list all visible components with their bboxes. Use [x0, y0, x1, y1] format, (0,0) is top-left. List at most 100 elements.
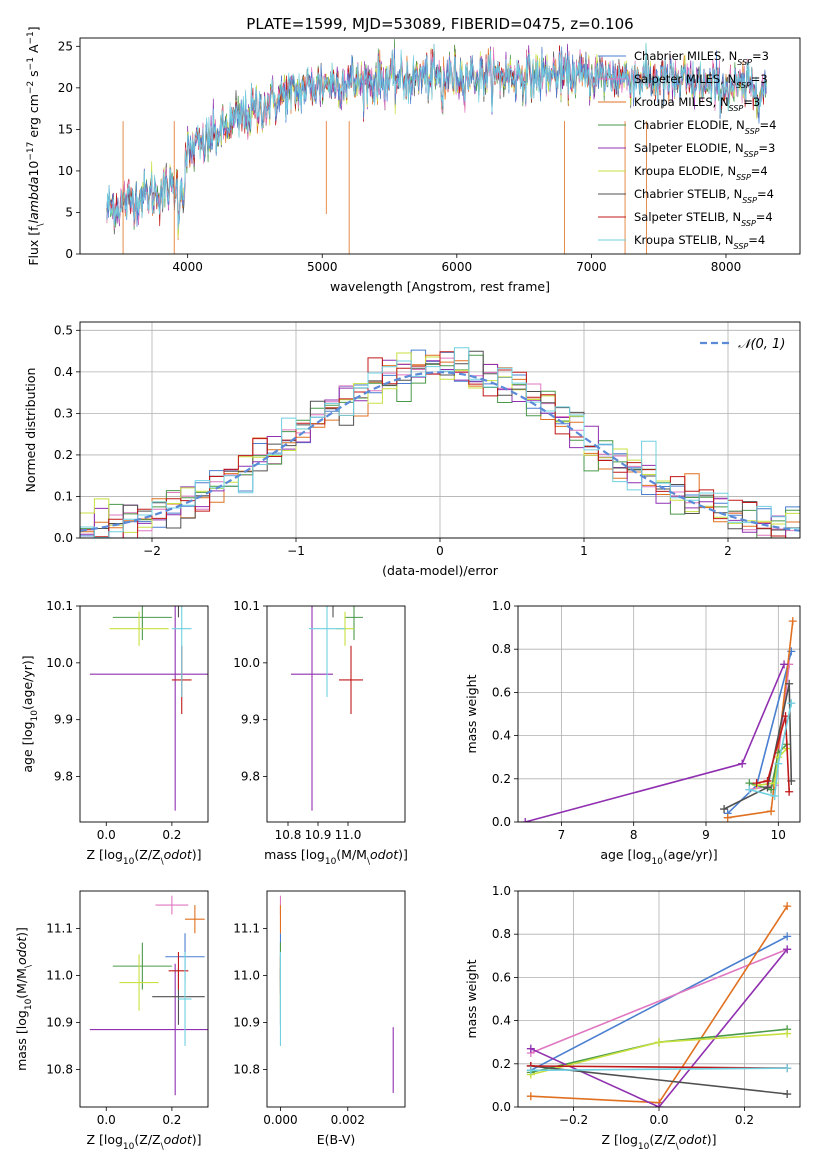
x-tick-label: 7: [558, 828, 566, 842]
axis-ticks: 7 8 9 10 0.0 0.2 0.4 0.6 0.8 1.0: [492, 599, 786, 842]
legend-sub: SSP: [741, 219, 756, 228]
weight-marker-salp_elodie: [521, 818, 530, 822]
errorbar-salp_elodie: [291, 606, 333, 811]
label-part: odot: [370, 847, 399, 862]
label-part: mass [log: [264, 847, 325, 862]
plot-area: [291, 578, 402, 811]
errorbar-krou_stelib: [178, 952, 192, 1046]
x-axis-label: (data-model)/error: [382, 563, 499, 578]
weight-marker-krou_miles: [783, 902, 792, 911]
hist-step-krou_stelib: [80, 347, 800, 538]
y-tick-label: 0.0: [492, 815, 511, 829]
y-tick-label: 10.9: [233, 1015, 260, 1029]
label-part: odot: [14, 936, 29, 965]
weight-line-krou_elodie: [756, 748, 788, 787]
x-tick-label: 2: [724, 544, 732, 558]
label-part: 10: [638, 1142, 650, 1152]
legend-end: =3: [752, 49, 769, 63]
y-tick-label: 11.0: [46, 969, 73, 983]
legend-sub: SSP: [742, 196, 757, 205]
plot-area: [80, 347, 800, 538]
legend-text: Kroupa ELODIE, N: [634, 164, 736, 178]
errorbar-krou_elodie: [109, 611, 169, 646]
legend-text: Chabrier ELODIE, N: [634, 118, 745, 132]
legend-label-krou_elodie: Kroupa ELODIE, NSSP=4: [634, 164, 768, 182]
y-tick-label: 0.1: [54, 489, 73, 503]
y-tick-label: 10.9: [46, 1015, 73, 1029]
mass-vs-ebv-plot: E(B-V) 0.000 0.002 10.8 10.9 11.0 11.1: [233, 890, 406, 1147]
label-part: (data-model)/error: [382, 563, 499, 578]
weight-line-chab_elodie: [749, 743, 788, 791]
legend-label-chab_miles: Chabrier MILES, NSSP=3: [634, 49, 769, 67]
age-vs-mass-plot: mass [log10(M/M\odot)] 10.8 10.9 11.0 9.8 9.9…: [233, 578, 408, 867]
residual-histogram-plot: (data-model)/error Normed distribution 𝒩(0…: [23, 321, 801, 578]
axes-frame: [266, 605, 406, 823]
axis-ticks: 0.0 0.2 10.8 10.9 11.0 11.1: [46, 922, 181, 1127]
weight-marker-salp_stelib: [763, 776, 772, 785]
label-part: age [log: [20, 721, 35, 772]
label-part: −17: [26, 142, 36, 161]
legend-label-chab_stelib: Chabrier STELIB, NSSP=4: [634, 187, 774, 205]
errorbar-krou_stelib: [309, 606, 345, 697]
legend-end: =4: [760, 118, 777, 132]
weight-marker-krou_stelib: [787, 699, 796, 708]
legend-sub: SSP: [736, 173, 751, 182]
weight-marker-krou_miles: [767, 807, 776, 816]
mass-vs-metallicity-plot: Z [log10(Z/Z\odot)]mass [log10(M/M\odot)…: [14, 890, 209, 1152]
plot-area: [106, 38, 767, 254]
x-tick-label: 7000: [576, 260, 607, 274]
plot-area: [279, 895, 394, 1093]
x-tick-label: 10.9: [305, 828, 332, 842]
legend-sub: SSP: [736, 81, 751, 90]
weight-marker-krou_stelib: [526, 1066, 535, 1075]
legend-end: =4: [756, 210, 773, 224]
label-part: )]: [707, 1132, 717, 1147]
legend-sub: SSP: [734, 242, 749, 251]
weight-marker-chab_stelib: [785, 679, 794, 688]
label-part: \: [161, 1142, 165, 1152]
errorbar-chab_elodie: [345, 606, 363, 641]
legend-sub: SSP: [737, 58, 752, 67]
label-part: erg cm: [26, 94, 41, 142]
x-tick-label: −2: [143, 544, 161, 558]
x-tick-label: 1: [580, 544, 588, 558]
legend-label-krou_stelib: Kroupa STELIB, NSSP=4: [634, 233, 765, 251]
weight-marker-chab_stelib: [720, 805, 729, 814]
axis-ticks: 0.0 0.2 9.8 9.9 10.0 10.1: [46, 599, 181, 842]
y-tick-label: 25: [58, 39, 73, 53]
errorbar-krou_elodie: [119, 954, 159, 1011]
x-tick-label: 11.0: [335, 828, 362, 842]
weight-marker-salp_elodie: [526, 1044, 535, 1053]
label-part: odot: [679, 1132, 708, 1147]
errorbar-salp_miles: [155, 895, 189, 915]
plot-area: [89, 566, 208, 811]
y-axis-label: age [log10(age/yr)]: [20, 655, 40, 772]
x-axis-label: Z [log10(Z/Z\odot)]: [601, 1132, 716, 1152]
figure-title: PLATE=1599, MJD=53089, FIBERID=0475, z=0…: [246, 15, 633, 33]
x-tick-label: 10.8: [275, 828, 302, 842]
y-tick-label: 9.8: [54, 770, 73, 784]
label-part: −2: [26, 81, 36, 94]
axes-frame: [266, 890, 406, 1108]
plot-area: [526, 902, 792, 1107]
label-part: Z [log: [601, 1132, 637, 1147]
plot-area: [89, 895, 208, 1096]
errorbar-salp_miles: [384, 578, 402, 601]
x-tick-label: 0.0: [97, 1113, 116, 1127]
errorbar-salp_elodie: [89, 963, 208, 1096]
y-tick-label: 11.1: [46, 922, 73, 936]
legend-text: Salpeter ELODIE, N: [634, 141, 744, 155]
weight-line-chab_miles: [530, 935, 788, 1072]
legend-text: Chabrier STELIB, N: [634, 187, 742, 201]
axes-frame: [79, 605, 209, 823]
label-part: \: [367, 857, 371, 867]
axis-ticks: −2 −1 0 1 2 0.0 0.1 0.2 0.3 0.4 0.5: [54, 323, 732, 558]
x-tick-label: 0.2: [162, 1113, 181, 1127]
label-part: mass [log: [14, 1010, 29, 1071]
weight-marker-krou_stelib: [783, 1064, 792, 1073]
label-part: age [log: [600, 847, 651, 862]
errorbar-salp_miles: [162, 566, 182, 589]
label-part: E(B-V): [317, 1132, 356, 1147]
